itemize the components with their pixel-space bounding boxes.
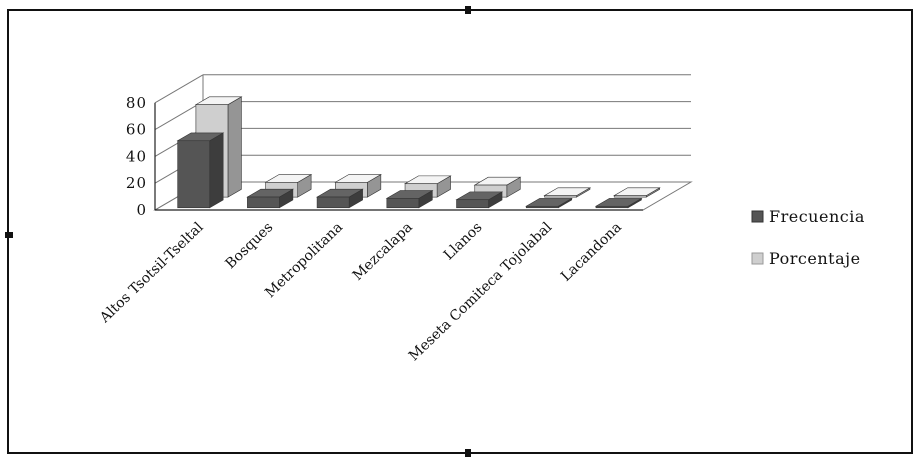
gridline-side — [154, 101, 204, 131]
bar-frecuencia-0-front — [177, 140, 211, 209]
bar-frecuencia-6 — [594, 197, 643, 209]
y-tick-label: 40 — [126, 147, 147, 165]
y-tick-label: 0 — [136, 201, 147, 219]
legend-swatch-frecuencia — [751, 210, 764, 223]
bar-frecuencia-2 — [315, 188, 364, 209]
bar-porcentaje-0-side — [227, 96, 242, 198]
bar-frecuencia-2-front — [316, 196, 350, 209]
category-label: Lacandona — [558, 219, 625, 284]
legend-label-frecuencia: Frecuencia — [769, 207, 865, 226]
bar-porcentaje-5-front — [544, 195, 577, 198]
category-label: Mezcalapa — [350, 219, 416, 284]
resize-handle-left[interactable] — [5, 232, 13, 238]
bar-frecuencia-4 — [455, 191, 504, 209]
y-tick-label: 20 — [126, 174, 147, 192]
legend-label-porcentaje: Porcentaje — [769, 249, 861, 268]
category-label: Llanos — [441, 219, 486, 263]
resize-handle-bottom[interactable] — [465, 449, 471, 457]
category-label: Meseta Comiteca Tojolabal — [406, 219, 556, 364]
gridline-side — [154, 74, 204, 104]
category-label: Altos Tsotsil-Tseltal — [96, 219, 207, 327]
bar-frecuencia-6-front — [595, 205, 629, 209]
chart-bars — [176, 96, 661, 209]
legend-swatch-porcentaje — [751, 252, 764, 265]
bar-frecuencia-5-front — [525, 205, 559, 209]
bar-porcentaje-6 — [613, 187, 661, 198]
chart-axis: 0 20 40 60 80 — [126, 94, 643, 219]
bar-frecuencia-0-side — [209, 132, 224, 209]
chart-border — [7, 9, 913, 454]
bar-porcentaje-5 — [543, 187, 592, 198]
bar-frecuencia-0 — [176, 132, 225, 209]
y-tick-label: 80 — [126, 94, 147, 112]
bar-frecuencia-1-front — [247, 196, 280, 209]
resize-handle-top[interactable] — [465, 6, 471, 14]
y-tick-label: 60 — [126, 121, 147, 139]
category-label: Bosques — [223, 219, 277, 272]
category-labels: Altos Tsotsil-Tseltal BosquesMetropolitan… — [96, 219, 625, 364]
bar-frecuencia-1 — [246, 188, 294, 209]
bar-frecuencia-5 — [525, 197, 573, 209]
legend: Frecuencia Porcentaje — [751, 207, 865, 268]
bar-frecuencia-3-front — [386, 198, 420, 209]
bar-porcentaje-6-front — [613, 195, 647, 198]
bar-frecuencia-4-front — [456, 199, 489, 209]
bar-frecuencia-3 — [385, 190, 434, 209]
